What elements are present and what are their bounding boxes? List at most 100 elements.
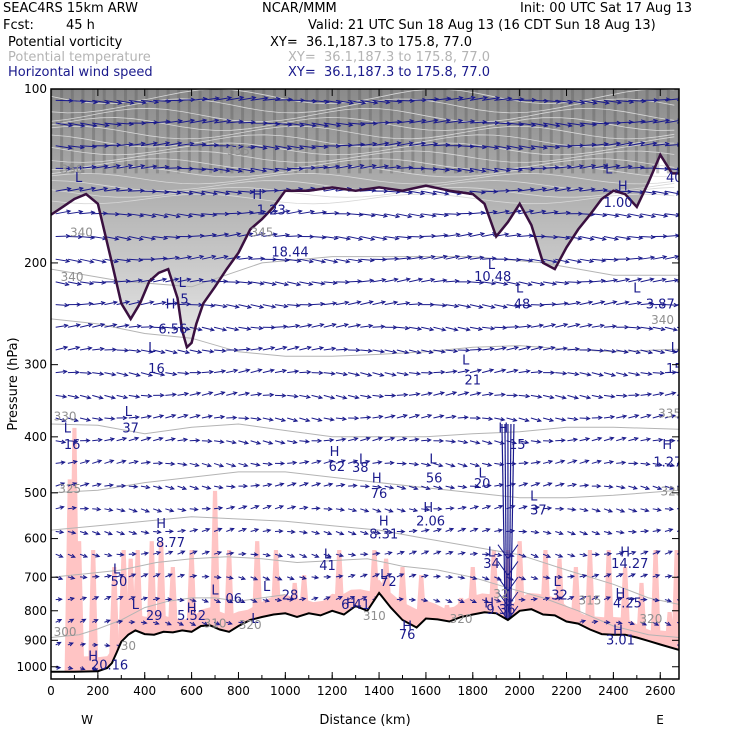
wind-arrowhead <box>530 145 536 151</box>
wind-vector <box>165 485 175 490</box>
wind-vector <box>421 349 433 354</box>
wind-vector <box>591 280 605 283</box>
wind-vector <box>396 437 407 442</box>
wind-vector <box>543 122 560 127</box>
wind-vector <box>530 346 543 351</box>
wind-vector <box>323 347 336 351</box>
wind-vector <box>494 553 502 556</box>
wind-vector <box>555 165 571 169</box>
wind-vector <box>603 236 619 240</box>
wind-arrowhead <box>319 323 325 328</box>
wind-arrowhead <box>576 259 583 264</box>
wind-arrowhead <box>403 392 409 398</box>
wind-vector <box>153 278 167 283</box>
wind-vector <box>360 437 370 442</box>
hl-label: H <box>346 597 356 612</box>
wind-arrowhead <box>423 598 429 603</box>
wind-arrowhead <box>193 507 199 512</box>
wind-vector <box>372 394 384 398</box>
wind-arrowhead <box>190 118 196 123</box>
wind-arrowhead <box>216 575 222 580</box>
wind-vector <box>104 372 116 376</box>
wind-arrowhead <box>318 370 324 376</box>
wind-vector <box>542 460 553 464</box>
wind-arrowhead <box>528 233 534 238</box>
wind-vector <box>287 417 298 422</box>
wind-vector <box>92 236 107 240</box>
wind-arrowhead <box>534 505 541 510</box>
wind-arrowhead <box>204 550 210 555</box>
wind-arrowhead <box>208 391 214 396</box>
wind-arrowhead <box>555 123 561 128</box>
wind-arrowhead <box>560 438 566 443</box>
wind-arrowhead <box>581 619 587 624</box>
wind-arrowhead <box>163 235 169 241</box>
wind-arrowhead <box>357 258 363 263</box>
wind-arrowhead <box>63 345 69 350</box>
wind-arrowhead <box>496 598 502 603</box>
wind-vector <box>445 233 460 237</box>
theta-label: 315 <box>579 593 602 607</box>
wind-arrowhead <box>61 417 67 423</box>
wind-vector <box>421 508 430 511</box>
wind-vector <box>555 99 573 104</box>
wind-arrowhead <box>342 395 348 400</box>
wind-vector <box>165 302 178 306</box>
wind-arrowhead <box>99 371 105 376</box>
wind-vector <box>652 349 665 354</box>
wind-arrowhead <box>245 368 251 373</box>
wind-vector <box>116 236 131 240</box>
wind-arrowhead <box>638 235 644 240</box>
wind-vector <box>591 258 606 262</box>
wind-vector <box>104 144 121 147</box>
wind-vector <box>80 303 93 306</box>
wind-vector <box>396 326 409 329</box>
wind-vector <box>128 394 140 398</box>
wind-arrowhead <box>70 553 76 558</box>
wind-vector <box>323 460 333 464</box>
wind-arrowhead <box>479 232 486 237</box>
wind-arrowhead <box>443 233 449 238</box>
wind-arrowhead <box>464 391 470 396</box>
wind-arrowhead <box>569 596 575 601</box>
wind-arrowhead <box>174 277 180 282</box>
wind-arrowhead <box>189 141 195 147</box>
wind-vector <box>360 143 377 147</box>
wind-vector <box>55 440 66 443</box>
wind-vector <box>628 99 646 102</box>
wind-vector <box>628 213 643 218</box>
wind-arrowhead <box>421 118 427 124</box>
wind-arrowhead <box>399 573 405 578</box>
wind-arrowhead <box>326 574 332 580</box>
wind-arrowhead <box>663 191 669 196</box>
wind-arrowhead <box>260 256 266 261</box>
wind-vector <box>153 236 168 239</box>
wind-arrowhead <box>559 482 565 487</box>
wind-vector <box>165 573 173 578</box>
wind-vector <box>55 506 64 510</box>
wind-vector <box>274 258 289 261</box>
wind-arrowhead <box>110 395 117 400</box>
wind-arrowhead <box>138 257 144 263</box>
hl-label: L <box>671 341 679 356</box>
wind-arrowhead <box>321 235 327 240</box>
wind-vector <box>384 372 396 376</box>
wind-vector <box>408 142 426 147</box>
wind-arrowhead <box>663 213 669 218</box>
hl-label: L <box>488 258 496 273</box>
wind-arrowhead <box>421 141 427 146</box>
wind-arrowhead <box>149 324 155 330</box>
wind-vector <box>262 529 271 532</box>
wind-arrowhead <box>558 553 564 558</box>
wind-vector <box>457 304 471 308</box>
theta-label: 340 <box>651 313 674 327</box>
wind-arrowhead <box>355 372 361 377</box>
wind-arrowhead <box>529 209 535 214</box>
wind-arrowhead <box>293 417 299 423</box>
hl-label: L <box>488 546 496 561</box>
wind-vector <box>226 167 242 172</box>
wind-arrowhead <box>690 119 694 122</box>
wind-arrowhead <box>175 213 181 219</box>
wind-vector <box>567 531 576 535</box>
wind-vector <box>214 304 227 308</box>
